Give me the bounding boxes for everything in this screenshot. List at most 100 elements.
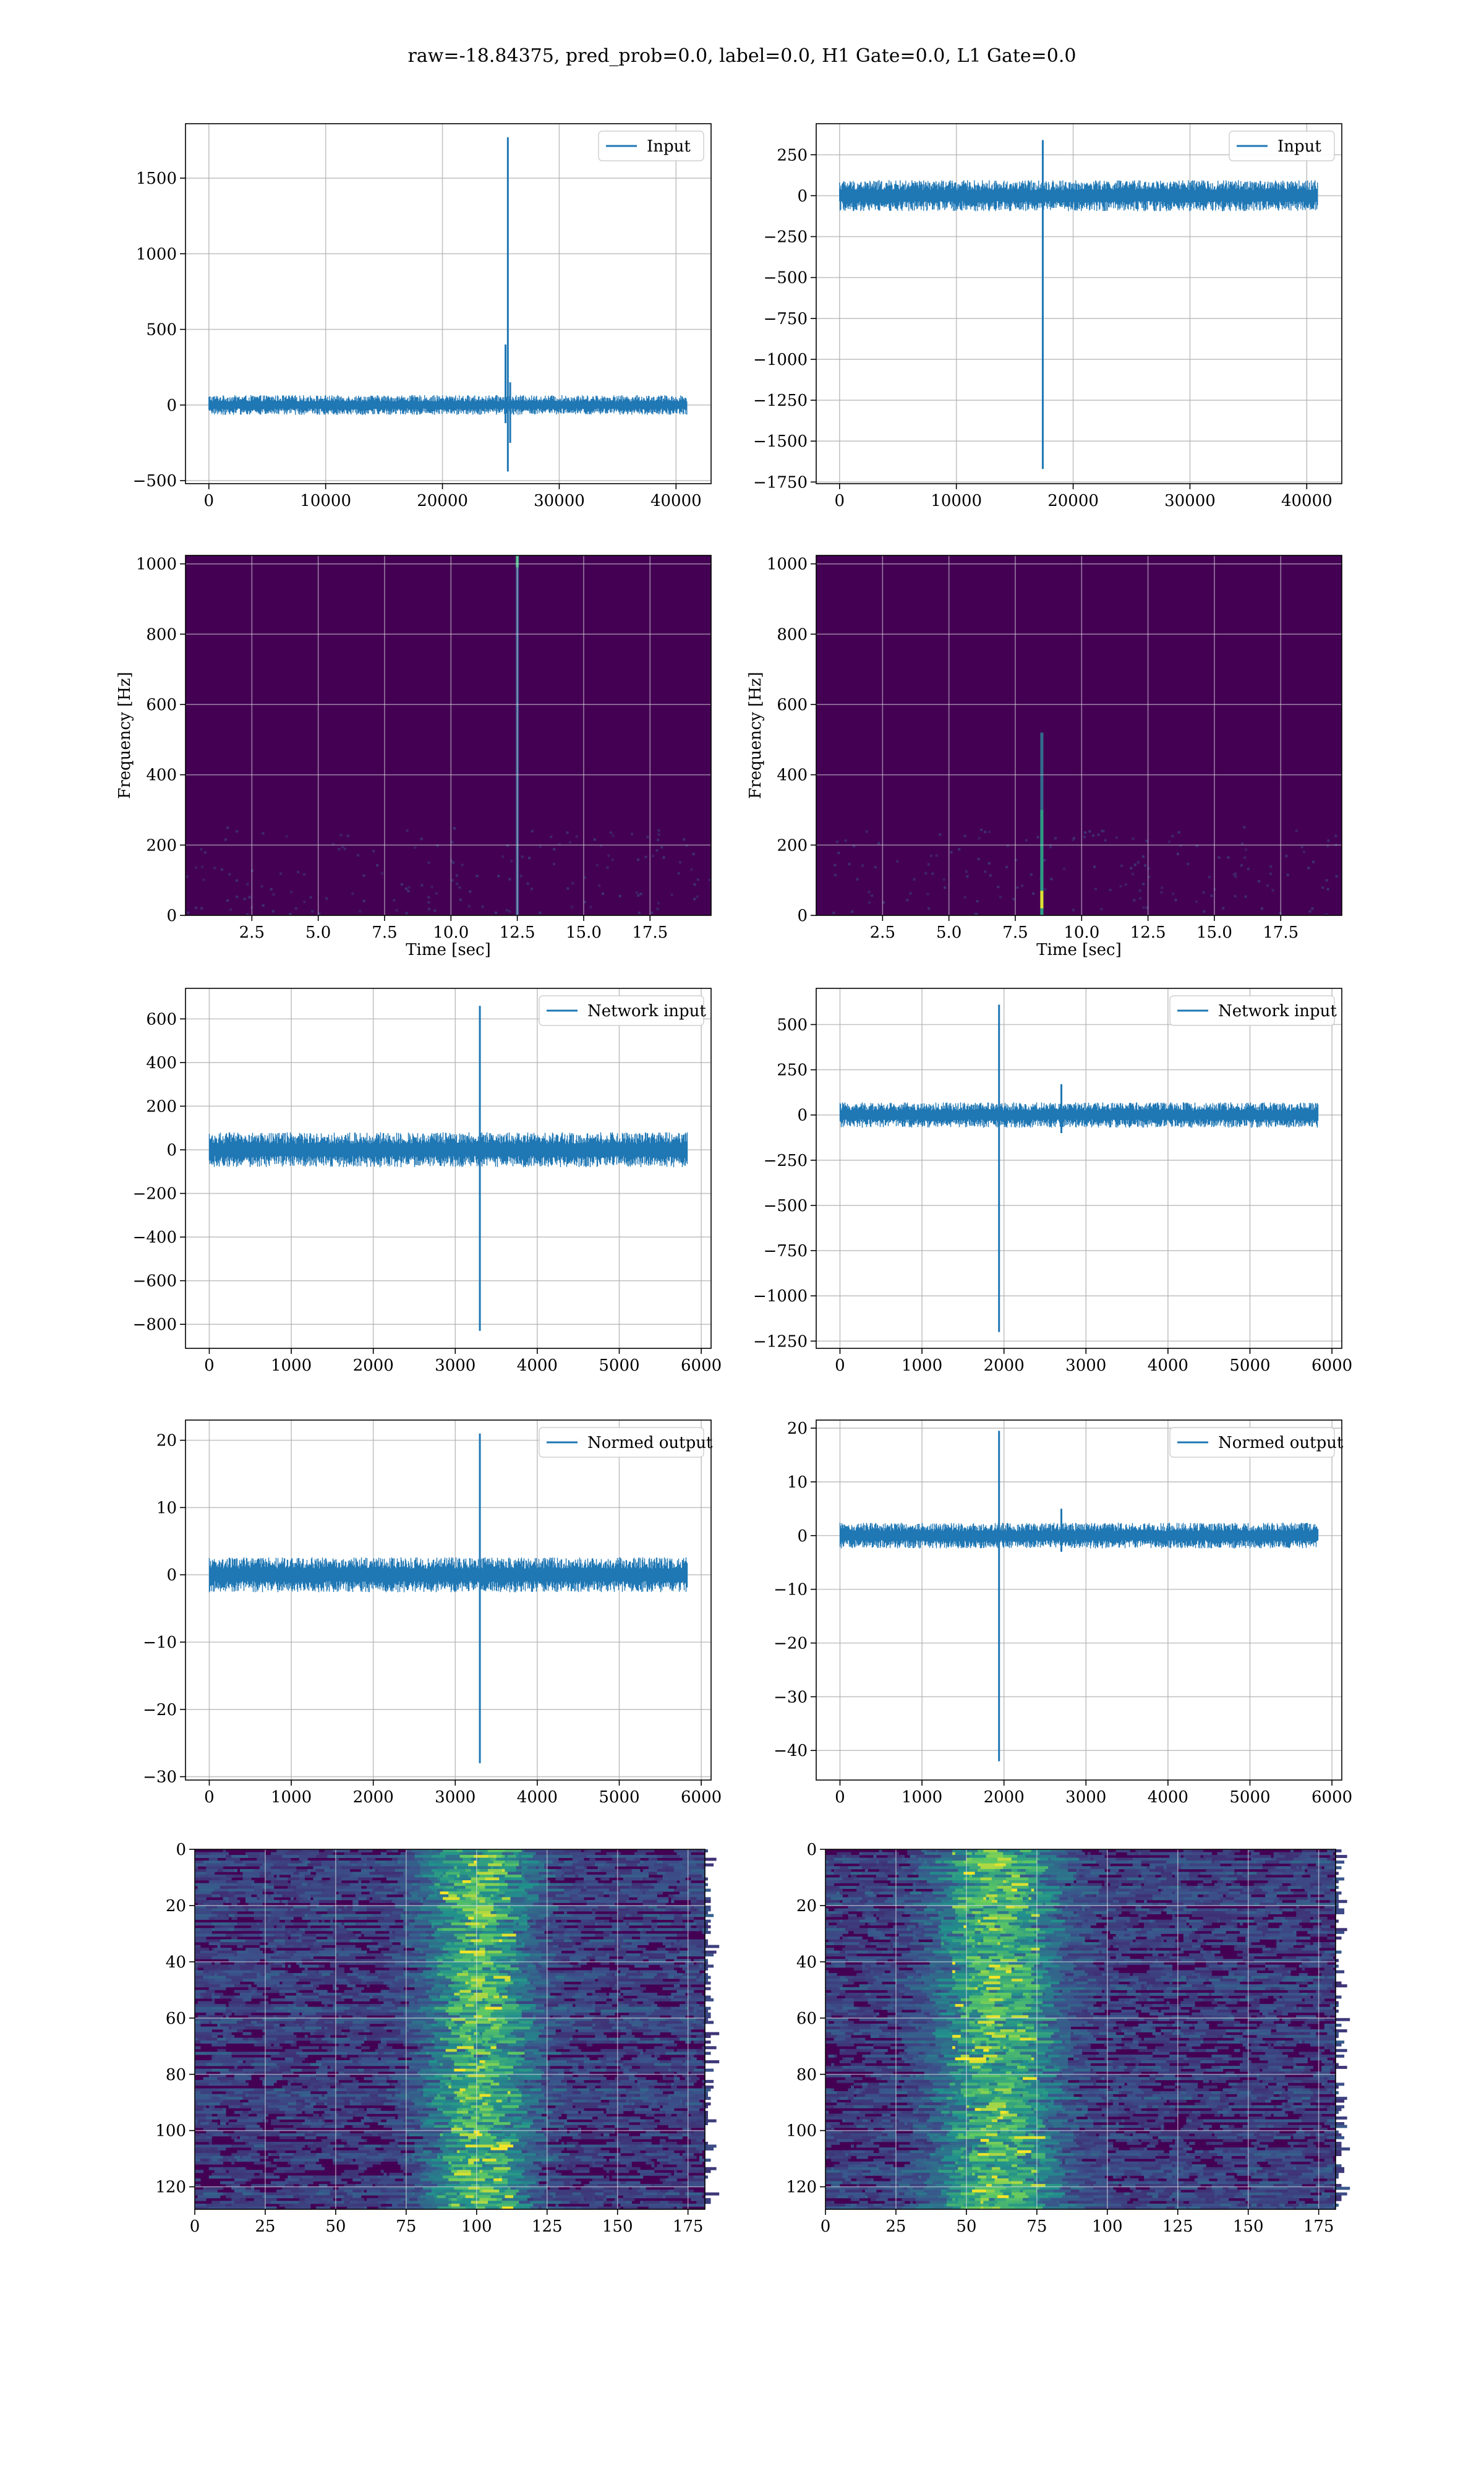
feature-map-cell — [688, 1995, 691, 1999]
feature-map-cell — [558, 1860, 565, 1864]
feature-map-cell — [293, 1953, 305, 1957]
feature-map-cell — [595, 2010, 601, 2013]
feature-map-cell — [558, 1886, 576, 1890]
feature-map-cell — [220, 2057, 237, 2061]
feature-map-cell — [322, 2026, 325, 2030]
feature-map-cell — [550, 2046, 553, 2050]
feature-map-cell — [488, 1863, 503, 1867]
feature-map-cell — [637, 1897, 652, 1901]
feature-map-cell — [406, 1886, 412, 1890]
feature-map-cell — [507, 2088, 519, 2092]
feature-map-cell — [389, 2010, 404, 2013]
feature-map-cell — [550, 1995, 556, 1999]
feature-map-cell — [584, 1998, 590, 2001]
feature-map-cell — [279, 2066, 291, 2070]
feature-map-cell — [245, 1942, 260, 1945]
feature-map-cell — [696, 1897, 711, 1901]
spectrogram-cell — [309, 896, 312, 899]
feature-map-cell — [493, 1975, 511, 1979]
feature-map-cell — [482, 1928, 497, 1932]
feature-map-cell — [505, 1863, 519, 1867]
feature-map-cell — [265, 1975, 271, 1979]
feature-map-cell — [527, 1860, 539, 1864]
feature-map-cell — [271, 1914, 286, 1917]
feature-map-cell — [550, 1948, 561, 1951]
feature-map-cell — [699, 2006, 702, 2010]
feature-map-cell — [327, 1928, 331, 1932]
feature-map-cell — [344, 2063, 359, 2066]
feature-map-cell — [493, 1874, 505, 1878]
feature-map-cell — [597, 1894, 604, 1898]
feature-map-cell — [335, 1979, 348, 1982]
feature-map-cell — [688, 2063, 706, 2066]
feature-map-cell — [451, 2032, 466, 2035]
feature-map-cell — [282, 1928, 286, 1932]
feature-map-cell — [519, 1857, 528, 1861]
spectrogram-cell — [977, 857, 980, 860]
feature-map-cell — [400, 2102, 415, 2106]
feature-map-cell — [443, 1925, 458, 1928]
feature-map-cell — [315, 1917, 333, 1920]
feature-map-cell — [220, 2122, 226, 2125]
feature-map-cell — [519, 1981, 531, 1985]
feature-map-cell — [440, 2077, 449, 2081]
spectrogram-cell — [1168, 841, 1171, 844]
feature-map-cell — [299, 1852, 308, 1856]
x-tick-label: 1000 — [902, 1356, 942, 1375]
feature-map-cell — [268, 1899, 280, 1903]
feature-map-cell — [468, 1998, 483, 2001]
feature-map-cell — [378, 2082, 390, 2086]
feature-map-cell — [400, 1872, 404, 1875]
feature-map-cell — [532, 1961, 539, 1965]
feature-map-cell — [637, 2071, 655, 2075]
x-tick-label: 0 — [835, 1356, 845, 1375]
feature-map-cell — [448, 1868, 466, 1872]
feature-map-cell — [195, 2029, 212, 2032]
feature-map-cell — [268, 1925, 275, 1928]
feature-map-cell — [626, 2032, 632, 2035]
feature-map-cell — [532, 2012, 550, 2016]
feature-map-cell — [367, 2110, 376, 2114]
feature-map-cell — [220, 1984, 232, 1988]
feature-map-cell — [578, 2068, 587, 2072]
feature-map-cell — [510, 2097, 517, 2100]
spectrogram-cell — [685, 844, 688, 847]
feature-map-cell — [420, 1899, 424, 1903]
feature-map-cell — [581, 2082, 599, 2086]
feature-map-cell — [254, 1959, 260, 1963]
feature-map-cell — [262, 2037, 277, 2041]
feature-map-cell — [271, 1911, 286, 1914]
feature-map-cell — [490, 2012, 508, 2016]
feature-map-cell — [671, 2082, 675, 2086]
feature-map-cell — [440, 1908, 454, 1912]
feature-map-cell — [417, 1959, 427, 1963]
feature-map-cell — [468, 1891, 480, 1895]
feature-map-cell — [434, 2032, 438, 2035]
feature-map-cell — [586, 2018, 593, 2021]
feature-map-cell — [378, 1998, 387, 2001]
feature-map-cell — [539, 1911, 553, 1914]
feature-map-cell — [335, 2052, 348, 2055]
feature-map-cell — [651, 1925, 657, 1928]
feature-map-cell — [530, 2026, 545, 2030]
feature-map-cell — [569, 2032, 581, 2035]
feature-map-cell — [631, 2097, 649, 2100]
spectrogram-cell — [229, 908, 232, 911]
feature-map-cell — [501, 2004, 519, 2008]
feature-map-cell — [276, 1984, 294, 1988]
feature-map-cell — [471, 1897, 485, 1901]
feature-map-cell — [642, 1930, 646, 1934]
feature-map-cell — [239, 1964, 255, 1968]
feature-map-cell — [532, 1981, 550, 1985]
feature-map-cell — [524, 2082, 542, 2086]
feature-map-cell — [581, 2110, 587, 2114]
feature-map-cell — [547, 1961, 559, 1965]
feature-map-cell — [417, 2054, 432, 2058]
feature-map-cell — [420, 2012, 427, 2016]
spectrogram-cell — [508, 910, 511, 913]
feature-map-cell — [386, 1860, 396, 1864]
feature-map-cell — [682, 1998, 697, 2001]
feature-map-cell — [223, 1925, 235, 1928]
feature-map-cell — [459, 2054, 463, 2058]
feature-map-cell — [273, 1928, 283, 1932]
